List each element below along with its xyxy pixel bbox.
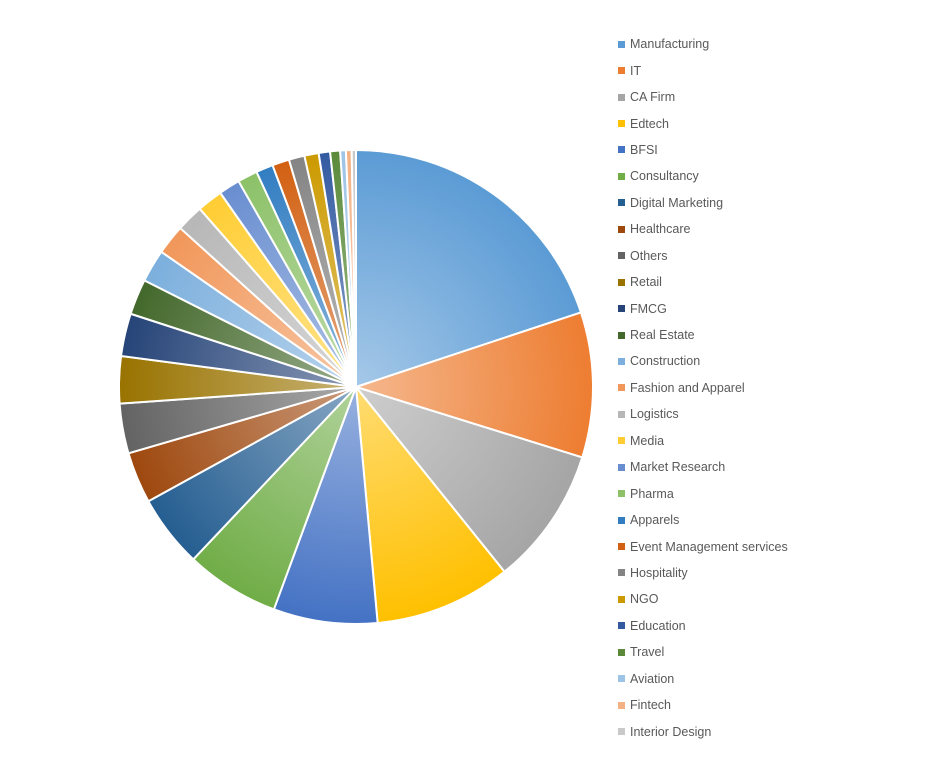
legend-label: Digital Marketing bbox=[630, 195, 724, 210]
legend-label: Others bbox=[630, 248, 668, 263]
legend-swatch bbox=[618, 120, 625, 128]
legend-label: Pharma bbox=[630, 486, 674, 501]
legend-label: Market Research bbox=[630, 460, 726, 475]
legend-item-digital-marketing: Digital Marketing bbox=[618, 190, 928, 216]
legend-item-hospitality: Hospitality bbox=[618, 560, 928, 586]
pie-slice-interior-design bbox=[350, 149, 357, 388]
legend-swatch bbox=[618, 543, 625, 551]
legend-swatch bbox=[618, 410, 625, 418]
pie-slice-it bbox=[355, 311, 594, 459]
legend-label: Aviation bbox=[630, 671, 675, 686]
legend-swatch bbox=[618, 93, 625, 101]
legend-item-pharma: Pharma bbox=[618, 480, 928, 506]
legend-label: Real Estate bbox=[630, 328, 695, 343]
legend-label: Logistics bbox=[630, 407, 679, 422]
legend-swatch bbox=[618, 278, 625, 286]
legend-swatch bbox=[618, 595, 625, 603]
legend-swatch bbox=[618, 648, 625, 656]
legend-label: Interior Design bbox=[630, 724, 712, 739]
legend-item-media: Media bbox=[618, 428, 928, 454]
legend-swatch bbox=[618, 622, 625, 630]
legend-label: FMCG bbox=[630, 301, 667, 316]
legend-item-fmcg: FMCG bbox=[618, 295, 928, 321]
legend-item-fashion-and-apparel: Fashion and Apparel bbox=[618, 375, 928, 401]
legend-label: Hospitality bbox=[630, 565, 688, 580]
legend-swatch bbox=[618, 463, 625, 471]
legend-item-travel: Travel bbox=[618, 639, 928, 665]
legend-label: Edtech bbox=[630, 116, 669, 131]
legend-swatch bbox=[618, 728, 625, 736]
legend-swatch bbox=[618, 437, 625, 445]
legend-item-fintech: Fintech bbox=[618, 692, 928, 718]
legend-swatch bbox=[618, 252, 625, 260]
legend-swatch bbox=[618, 490, 625, 498]
legend-label: Retail bbox=[630, 275, 662, 290]
legend-item-manufacturing: Manufacturing bbox=[618, 31, 928, 57]
legend-label: BFSI bbox=[630, 142, 658, 157]
legend-label: Event Management services bbox=[630, 539, 788, 554]
legend-label: Healthcare bbox=[630, 222, 691, 237]
legend-item-logistics: Logistics bbox=[618, 401, 928, 427]
legend-item-event-management-services: Event Management services bbox=[618, 533, 928, 559]
legend-item-real-estate: Real Estate bbox=[618, 322, 928, 348]
legend-item-apparels: Apparels bbox=[618, 507, 928, 533]
legend-swatch bbox=[618, 146, 625, 154]
legend-item-education: Education bbox=[618, 613, 928, 639]
legend-swatch bbox=[618, 67, 625, 75]
legend-label: Consultancy bbox=[630, 169, 699, 184]
legend-label: Travel bbox=[630, 645, 665, 660]
legend-label: CA Firm bbox=[630, 90, 676, 105]
legend-label: Education bbox=[630, 618, 686, 633]
pie-slice-edtech bbox=[355, 386, 506, 625]
legend-item-it: IT bbox=[618, 57, 928, 83]
legend-item-interior-design: Interior Design bbox=[618, 718, 928, 744]
legend-item-bfsi: BFSI bbox=[618, 137, 928, 163]
pie-slice-ca-firm bbox=[355, 386, 584, 573]
legend-item-retail: Retail bbox=[618, 269, 928, 295]
legend-swatch bbox=[618, 225, 625, 233]
legend-item-ca-firm: CA Firm bbox=[618, 84, 928, 110]
legend-swatch bbox=[618, 675, 625, 683]
legend-label: Manufacturing bbox=[630, 37, 710, 52]
legend-item-others: Others bbox=[618, 243, 928, 269]
legend-label: Media bbox=[630, 433, 665, 448]
legend-swatch bbox=[618, 305, 625, 313]
legend-item-construction: Construction bbox=[618, 348, 928, 374]
legend-swatch bbox=[618, 199, 625, 207]
legend-swatch bbox=[618, 701, 625, 709]
legend-label: Construction bbox=[630, 354, 701, 369]
legend-item-healthcare: Healthcare bbox=[618, 216, 928, 242]
legend-item-aviation: Aviation bbox=[618, 666, 928, 692]
legend-item-market-research: Market Research bbox=[618, 454, 928, 480]
legend-swatch bbox=[618, 40, 625, 48]
legend-label: Fashion and Apparel bbox=[630, 380, 745, 395]
legend-label: IT bbox=[630, 63, 642, 78]
legend-swatch bbox=[618, 516, 625, 524]
legend-swatch bbox=[618, 569, 625, 577]
legend-label: NGO bbox=[630, 592, 659, 607]
legend-item-consultancy: Consultancy bbox=[618, 163, 928, 189]
pie-slice-manufacturing bbox=[355, 149, 582, 388]
chart-legend: Manufacturing IT CA Firm Edtech BFSI Consulta… bbox=[618, 31, 928, 745]
legend-swatch bbox=[618, 357, 625, 365]
pie-slice-bfsi bbox=[272, 386, 379, 625]
legend-item-ngo: NGO bbox=[618, 586, 928, 612]
legend-swatch bbox=[618, 172, 625, 180]
legend-swatch bbox=[618, 384, 625, 392]
legend-item-edtech: Edtech bbox=[618, 110, 928, 136]
legend-swatch bbox=[618, 331, 625, 339]
legend-label: Apparels bbox=[630, 513, 680, 528]
legend-label: Fintech bbox=[630, 698, 671, 713]
